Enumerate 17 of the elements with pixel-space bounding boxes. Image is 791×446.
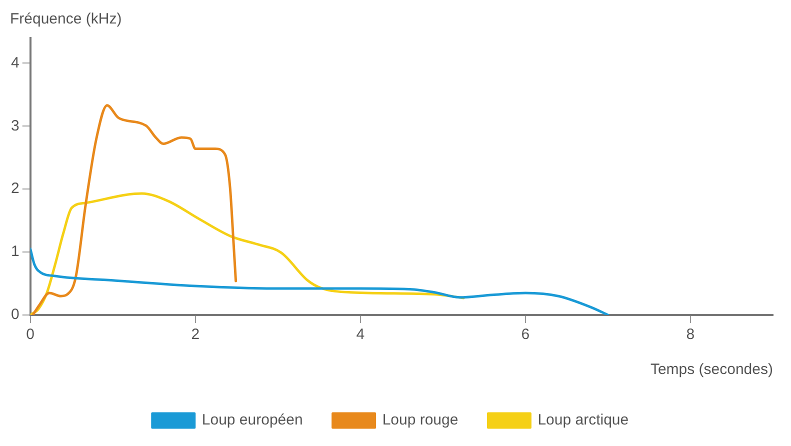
x-axis-title: Temps (secondes) [650,361,773,378]
x-tick-label: 6 [521,326,530,344]
y-tick-label: 4 [11,54,20,72]
y-tick-label: 3 [11,117,20,134]
line-series [32,104,238,315]
line-series [30,248,610,315]
y-axis-title: Fréquence (kHz) [10,10,122,28]
y-tick-label: 2 [11,180,20,198]
x-tick-label: 4 [356,326,365,344]
y-tick-label: 0 [11,306,20,324]
x-tick-label: 2 [191,326,200,344]
y-tick-label: 1 [11,243,20,260]
legend-label: Loup arctique [538,412,629,429]
legend-label: Loup européen [202,412,303,429]
x-tick-label: 8 [686,326,695,344]
x-tick-label: 0 [26,326,35,344]
legend-label: Loup rouge [382,412,458,429]
